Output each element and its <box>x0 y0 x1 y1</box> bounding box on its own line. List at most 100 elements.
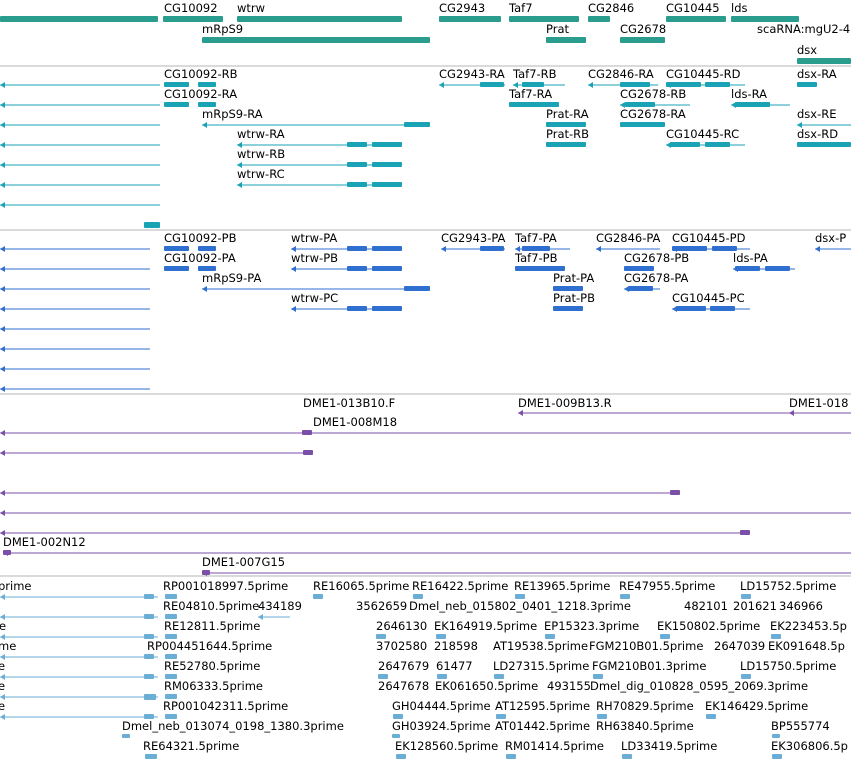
feature-label-dsx[interactable]: dsx <box>797 43 817 57</box>
feature-block[interactable] <box>347 182 367 187</box>
feature-label-gh03924-5prime[interactable]: GH03924.5prime <box>392 719 491 733</box>
feature-label-gh04444-5prime[interactable]: GH04444.5prime <box>392 699 491 713</box>
feature-label-cg2678-ra[interactable]: CG2678-RA <box>620 107 686 121</box>
feature-block[interactable] <box>198 266 216 271</box>
feature-block[interactable] <box>797 58 851 64</box>
feature-block[interactable] <box>666 82 701 87</box>
feature-label-me[interactable]: me <box>0 639 16 653</box>
feature-label-prat-rb[interactable]: Prat-RB <box>546 127 589 141</box>
feature-block[interactable] <box>509 16 579 22</box>
feature-block[interactable] <box>376 634 386 639</box>
feature-block[interactable] <box>553 286 583 291</box>
feature-label-re16422-5prime[interactable]: RE16422.5prime <box>412 579 508 593</box>
feature-label-prat-ra[interactable]: Prat-RA <box>546 107 589 121</box>
feature-label-rh63840-5prime[interactable]: RH63840.5prime <box>596 719 694 733</box>
feature-label-cg2678-rb[interactable]: CG2678-RB <box>620 87 686 101</box>
feature-label-lds[interactable]: lds <box>731 1 748 15</box>
feature-block[interactable] <box>712 246 737 251</box>
feature-block[interactable] <box>144 714 154 719</box>
feature-block[interactable] <box>437 674 447 679</box>
bac-track[interactable]: DME1-013B10.F DME1-009B13.R DME1-018 DME1-0… <box>0 396 851 576</box>
feature-block[interactable] <box>164 82 189 87</box>
feature-block[interactable] <box>3 550 11 555</box>
feature-label-rp001042311-5prime[interactable]: RP001042311.5prime <box>163 699 288 713</box>
feature-label-re52780-5prime[interactable]: RE52780.5prime <box>164 659 260 673</box>
gene-track[interactable]: CG10092 wtrw CG2943 Taf7 CG2846 CG10445 lds mRp… <box>0 1 851 64</box>
feature-block[interactable] <box>347 266 367 271</box>
feature-label-re64321-5prime[interactable]: RE64321.5prime <box>143 739 239 753</box>
feature-label-ek164919-5prime[interactable]: EK164919.5prime <box>434 619 537 633</box>
feature-block[interactable] <box>705 142 730 147</box>
feature-block[interactable] <box>372 162 402 167</box>
feature-label-rm06333-5prime[interactable]: RM06333.5prime <box>164 679 263 693</box>
feature-label-mrps9-ra[interactable]: mRpS9-RA <box>202 107 263 121</box>
feature-block[interactable] <box>165 694 177 699</box>
feature-block[interactable] <box>628 286 653 291</box>
feature-label-taf7[interactable]: Taf7 <box>508 1 533 15</box>
feature-block[interactable] <box>165 714 177 719</box>
feature-label-482101[interactable]: 482101 <box>684 599 728 613</box>
feature-block[interactable] <box>515 266 565 271</box>
feature-block[interactable] <box>706 714 716 719</box>
feature-label-cg2943[interactable]: CG2943 <box>439 1 485 15</box>
feature-label-ld33419-5prime[interactable]: LD33419.5prime <box>621 739 717 753</box>
feature-block[interactable] <box>620 594 630 599</box>
transcript-track-b[interactable]: CG10092-PB wtrw-PA CG2943-PA Taf7-PA CG2846-… <box>0 231 851 392</box>
feature-block[interactable] <box>620 122 665 127</box>
feature-block[interactable] <box>145 754 157 759</box>
feature-label-dsx-ra[interactable]: dsx-RA <box>797 67 837 81</box>
feature-block[interactable] <box>378 674 388 679</box>
feature-label-ld27315-5prime[interactable]: LD27315.5prime <box>493 659 589 673</box>
feature-label-ld15752-5prime[interactable]: LD15752.5prime <box>740 579 836 593</box>
feature-label-cg10092-pa[interactable]: CG10092-PA <box>164 251 236 265</box>
feature-label-2647039[interactable]: 2647039 <box>714 639 765 653</box>
feature-block[interactable] <box>765 266 790 271</box>
feature-block[interactable] <box>313 594 323 599</box>
feature-block[interactable] <box>347 142 367 147</box>
feature-block[interactable] <box>496 714 506 719</box>
feature-block[interactable] <box>597 714 607 719</box>
feature-label-dmel-dig-010828-0595-2069-3prime[interactable]: Dmel_dig_010828_0595_2069.3prime <box>590 679 808 693</box>
feature-label-wtrw-pb[interactable]: wtrw-PB <box>291 251 338 265</box>
feature-label-wtrw-pa[interactable]: wtrw-PA <box>291 231 337 245</box>
feature-label-e[interactable]: e <box>0 619 6 633</box>
feature-block[interactable] <box>676 306 706 311</box>
feature-block[interactable] <box>144 674 154 679</box>
feature-label-e[interactable]: e <box>0 659 5 673</box>
feature-block[interactable] <box>396 754 406 759</box>
feature-block[interactable] <box>660 634 670 639</box>
feature-label-dme1-007g15[interactable]: DME1-007G15 <box>202 555 285 569</box>
feature-label-re13965-5prime[interactable]: RE13965.5prime <box>514 579 610 593</box>
feature-label-cg2846-pa[interactable]: CG2846-PA <box>596 231 661 245</box>
feature-label-cg2846-ra[interactable]: CG2846-RA <box>588 67 654 81</box>
feature-label-493155[interactable]: 493155 <box>547 679 591 693</box>
feature-label-at12595-5prime[interactable]: AT12595.5prime <box>495 699 590 713</box>
feature-label-3562659[interactable]: 3562659 <box>356 599 407 613</box>
feature-block[interactable] <box>164 266 189 271</box>
feature-label-3702580[interactable]: 3702580 <box>376 639 427 653</box>
feature-label-prat-pa[interactable]: Prat-PA <box>553 271 594 285</box>
feature-label-prime[interactable]: prime <box>0 579 32 593</box>
feature-label-ek146429-5prime[interactable]: EK146429.5prime <box>705 699 808 713</box>
feature-label-e[interactable]: e <box>0 699 5 713</box>
feature-block[interactable] <box>202 37 430 43</box>
est-track[interactable]: prime RP001018997.5prime RE16065.5prime RE1… <box>0 579 848 759</box>
feature-label-cg10445[interactable]: CG10445 <box>666 1 720 15</box>
feature-label-ek061650-5prime[interactable]: EK061650.5prime <box>435 679 538 693</box>
feature-label-dme1-002n12[interactable]: DME1-002N12 <box>3 535 86 549</box>
feature-block[interactable] <box>672 246 707 251</box>
feature-block[interactable] <box>506 754 516 759</box>
feature-label-dsx-re[interactable]: dsx-RE <box>797 107 837 121</box>
feature-label-rp004451644-5prime[interactable]: RP004451644.5prime <box>147 639 272 653</box>
feature-label-cg2943-pa[interactable]: CG2943-PA <box>441 231 506 245</box>
feature-block[interactable] <box>515 594 525 599</box>
feature-label-cg10092-rb[interactable]: CG10092-RB <box>164 67 238 81</box>
feature-label-rh70829-5prime[interactable]: RH70829.5prime <box>596 699 694 713</box>
feature-label-scarna-mgu2-4[interactable]: scaRNA:mgU2-4 <box>757 22 850 36</box>
feature-block[interactable] <box>772 734 780 738</box>
feature-label-ek150802-5prime[interactable]: EK150802.5prime <box>657 619 760 633</box>
feature-label-cg2943-ra[interactable]: CG2943-RA <box>439 67 505 81</box>
feature-label-taf7-pb[interactable]: Taf7-PB <box>514 251 558 265</box>
feature-block[interactable] <box>237 16 402 22</box>
feature-label-prat[interactable]: Prat <box>546 22 570 36</box>
